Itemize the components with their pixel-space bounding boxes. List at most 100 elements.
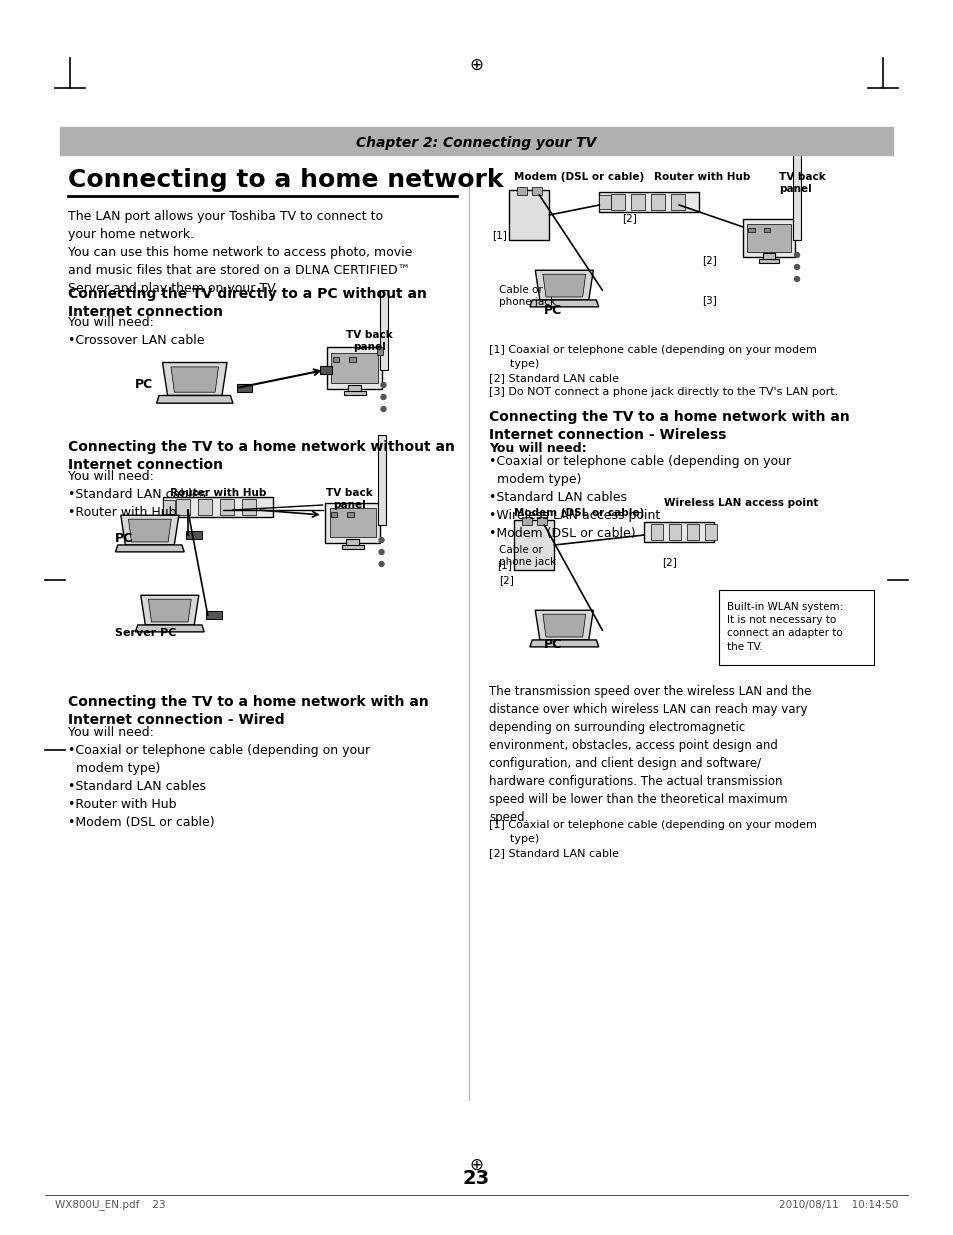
Bar [747, 227, 754, 232]
Polygon shape [121, 515, 178, 545]
Polygon shape [535, 610, 593, 640]
Text: 2010/08/11    10:14:50: 2010/08/11 10:14:50 [778, 1200, 897, 1210]
Bar [792, 149, 801, 240]
Text: Connecting the TV directly to a PC without an
Internet connection: Connecting the TV directly to a PC witho… [68, 287, 426, 320]
Bar [598, 191, 699, 212]
Bar [346, 540, 358, 546]
Bar [514, 520, 554, 571]
Bar [686, 524, 699, 540]
Text: Chapter 2: Connecting your TV: Chapter 2: Connecting your TV [355, 136, 596, 149]
Bar [522, 517, 532, 525]
Bar [347, 513, 354, 517]
Bar [719, 590, 873, 664]
Bar [704, 524, 717, 540]
Bar [333, 357, 339, 362]
Bar [341, 545, 363, 550]
Polygon shape [129, 519, 171, 542]
Text: [2]: [2] [621, 212, 636, 224]
Polygon shape [542, 274, 585, 296]
Text: Connecting the TV to a home network with an
Internet connection - Wired: Connecting the TV to a home network with… [68, 695, 428, 727]
Polygon shape [115, 545, 184, 552]
Text: [2]: [2] [661, 557, 676, 567]
Text: ⊕: ⊕ [469, 1156, 483, 1174]
Text: Wireless LAN access point: Wireless LAN access point [663, 498, 818, 508]
Bar [163, 500, 174, 514]
Text: Modem (DSL or cable): Modem (DSL or cable) [514, 172, 644, 182]
Bar [611, 194, 624, 210]
Bar [742, 219, 794, 257]
Circle shape [378, 562, 384, 567]
Bar [643, 522, 714, 542]
Bar [668, 524, 680, 540]
Bar [175, 499, 190, 515]
Bar [186, 531, 201, 538]
Text: The LAN port allows your Toshiba TV to connect to
your home network.
You can use: The LAN port allows your Toshiba TV to c… [68, 210, 412, 295]
Text: [1]: [1] [497, 559, 512, 571]
Bar [206, 611, 221, 619]
Circle shape [380, 394, 386, 399]
Bar [532, 186, 541, 195]
Circle shape [794, 264, 799, 269]
Text: Built-in WLAN system:
It is not necessary to
connect an adapter to
the TV.: Built-in WLAN system: It is not necessar… [726, 601, 842, 652]
Bar [763, 227, 769, 232]
Text: Modem (DSL or cable): Modem (DSL or cable) [514, 508, 644, 517]
Text: Connecting the TV to a home network with an
Internet connection - Wireless: Connecting the TV to a home network with… [489, 410, 849, 442]
Text: You will need:
•Standard LAN cables
•Router with Hub: You will need: •Standard LAN cables •Rou… [68, 471, 206, 519]
Text: TV back
panel: TV back panel [346, 330, 393, 352]
Polygon shape [141, 595, 198, 625]
Bar [651, 194, 664, 210]
Bar [331, 513, 336, 517]
Text: [1] Coaxial or telephone cable (depending on your modem
      type)
[2] Standard: [1] Coaxial or telephone cable (dependin… [489, 345, 838, 396]
Text: You will need:
•Coaxial or telephone cable (depending on your
  modem type)
•Sta: You will need: •Coaxial or telephone cab… [68, 726, 370, 829]
Text: PC: PC [114, 531, 133, 545]
Text: Connecting the TV to a home network without an
Internet connection: Connecting the TV to a home network with… [68, 440, 455, 473]
Circle shape [794, 277, 799, 282]
Polygon shape [535, 270, 593, 300]
Bar [349, 357, 355, 362]
Bar [348, 385, 361, 391]
Bar [671, 194, 684, 210]
Polygon shape [135, 625, 204, 632]
Text: You will need:
•Crossover LAN cable: You will need: •Crossover LAN cable [68, 316, 204, 347]
Bar [327, 347, 381, 389]
Text: 23: 23 [462, 1168, 490, 1188]
Text: [1] Coaxial or telephone cable (depending on your modem
      type)
[2] Standard: [1] Coaxial or telephone cable (dependin… [489, 820, 817, 858]
Polygon shape [529, 640, 598, 647]
Text: PC: PC [134, 378, 152, 391]
Bar [329, 509, 375, 537]
Text: ⊕: ⊕ [469, 56, 483, 74]
Polygon shape [529, 300, 598, 306]
Text: [2]: [2] [498, 576, 514, 585]
Bar [651, 524, 662, 540]
Text: Router with Hub: Router with Hub [170, 488, 266, 498]
Polygon shape [171, 367, 218, 393]
Text: PC: PC [544, 638, 562, 652]
Bar [598, 195, 611, 209]
Bar [758, 258, 779, 263]
Text: TV back
panel: TV back panel [779, 172, 825, 194]
Text: Cable or
phone jack: Cable or phone jack [498, 285, 556, 308]
Text: Router with Hub: Router with Hub [654, 172, 750, 182]
Text: [2]: [2] [701, 254, 716, 266]
Polygon shape [149, 599, 191, 622]
Text: [1]: [1] [492, 230, 506, 240]
Bar [746, 224, 790, 252]
Bar [762, 253, 775, 259]
Bar [631, 194, 644, 210]
Polygon shape [542, 614, 585, 637]
Circle shape [380, 383, 386, 388]
Bar [319, 366, 332, 374]
Bar [517, 186, 527, 195]
Text: You will need:: You will need: [489, 442, 586, 454]
Text: Cable or
phone jack: Cable or phone jack [498, 545, 556, 567]
Bar [219, 499, 233, 515]
Text: [3]: [3] [701, 295, 716, 305]
Bar [197, 499, 212, 515]
Text: Server PC: Server PC [114, 629, 176, 638]
Bar [509, 190, 549, 240]
Circle shape [380, 406, 386, 411]
Bar [60, 127, 892, 156]
Text: The transmission speed over the wireless LAN and the
distance over which wireles: The transmission speed over the wireless… [489, 685, 811, 824]
Circle shape [378, 550, 384, 555]
Text: •Coaxial or telephone cable (depending on your
  modem type)
•Standard LAN cable: •Coaxial or telephone cable (depending o… [489, 454, 791, 540]
